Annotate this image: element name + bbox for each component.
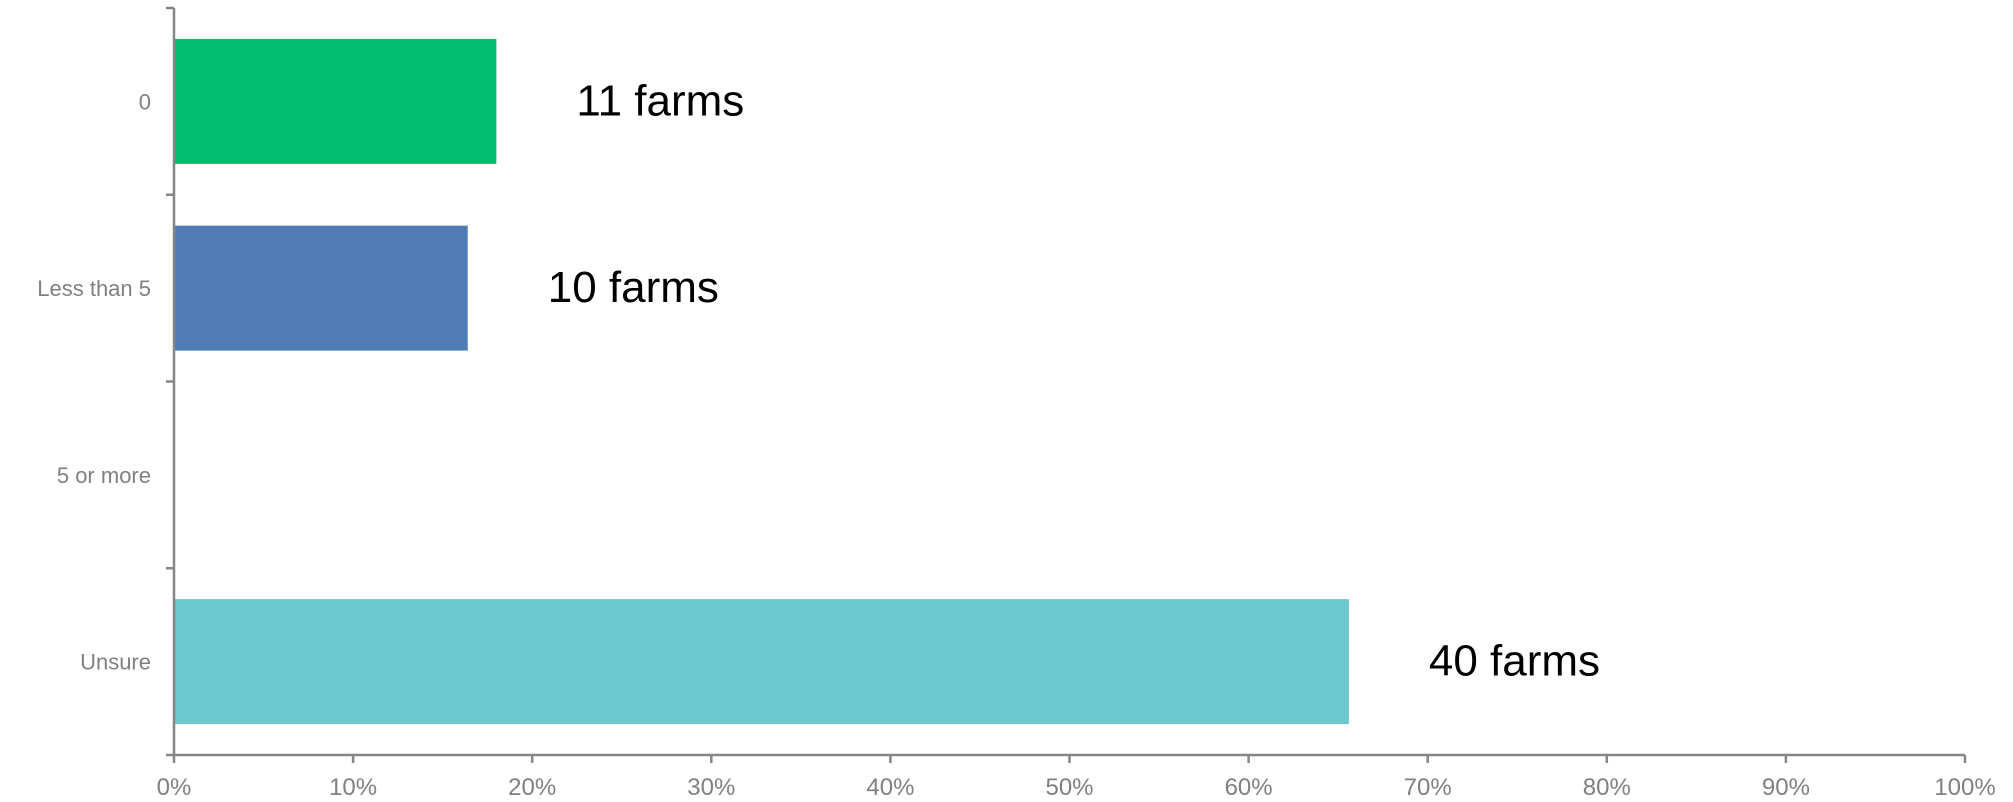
x-tick-label-50: 50%	[1045, 774, 1093, 801]
x-tick-label-20: 20%	[508, 774, 556, 801]
data-label-less-than-5: 10 farms	[548, 263, 719, 312]
category-label-less-than-5: Less than 5	[37, 276, 151, 301]
x-tick-label-80: 80%	[1583, 774, 1631, 801]
axes-layer	[166, 6, 1967, 763]
category-label-5-or-more: 5 or more	[57, 463, 151, 488]
bars-layer	[174, 38, 1349, 725]
bar-0	[174, 38, 497, 164]
data-label-unsure: 40 farms	[1429, 637, 1600, 686]
data-label-0: 11 farms	[576, 76, 744, 125]
x-tick-label-0: 0%	[157, 774, 192, 801]
labels-layer: 0 11 farms Less than 5 10 farms 5 or more Uns…	[37, 76, 1995, 801]
x-tick-label-30: 30%	[687, 774, 735, 801]
x-tick-label-70: 70%	[1404, 774, 1452, 801]
x-tick-label-100: 100%	[1934, 774, 1995, 801]
category-label-0: 0	[139, 89, 151, 114]
x-tick-label-40: 40%	[866, 774, 914, 801]
x-tick-label-10: 10%	[329, 774, 377, 801]
x-tick-label-60: 60%	[1225, 774, 1273, 801]
category-label-unsure: Unsure	[80, 650, 151, 675]
bar-less-than-5	[174, 225, 468, 351]
bar-unsure	[174, 599, 1349, 725]
x-tick-label-90: 90%	[1762, 774, 1810, 801]
